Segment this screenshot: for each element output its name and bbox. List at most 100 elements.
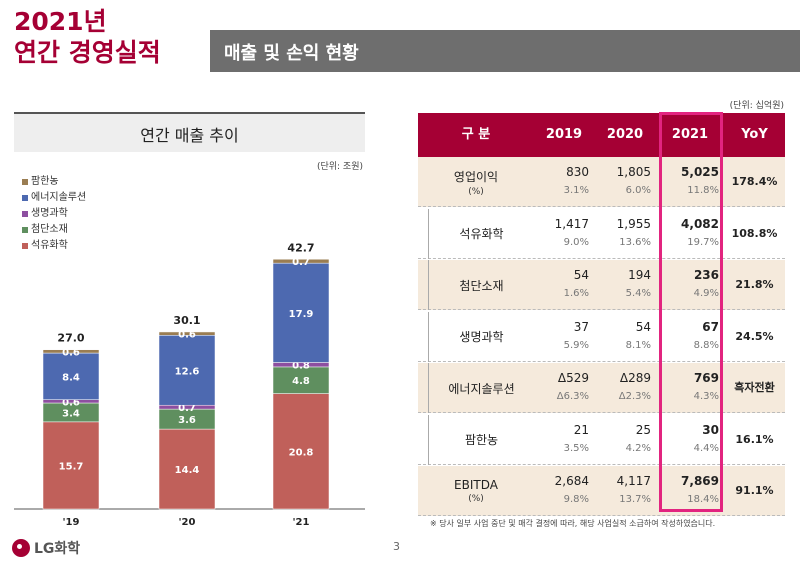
cell-margin: 13.6% [619,236,651,248]
legend-item: 첨단소재 [22,222,86,238]
cell-margin: 13.7% [619,494,651,505]
cell-value: 236 [693,268,719,282]
value-cell: Δ529 Δ6.3% [534,363,594,413]
table-row: 첨단소재 54 1.6% 194 5.4% 236 4.9% 21.8% [418,260,785,310]
header-yoy: YoY [741,127,768,142]
value-cell: 5,025 11.8% [656,157,724,207]
value-cell: 1,955 13.6% [594,209,656,259]
yoy-cell: 흑자전환 [734,381,775,394]
row-name-text: 생명과학 [459,330,504,344]
income-table: 구 분 2019 2020 2021 YoY 영업이익 (%) 830 3.1% 1,8… [418,113,785,517]
value-cell: 830 3.1% [534,157,594,207]
legend-item: 에너지솔루션 [22,190,86,206]
page-title: 2021년 연간 경영실적 [14,6,161,68]
row-name-text: 팜한농 [464,433,499,447]
subtitle-bar: 매출 및 손익 현황 [210,30,800,72]
yoy-cell: 24.5% [735,329,774,343]
cell-margin: Δ6.3% [556,391,589,402]
value-cell: 54 8.1% [594,312,656,362]
bar-value-label: 0.7 [292,257,310,268]
legend-label: 첨단소재 [31,224,68,235]
yoy-cell: 178.4% [731,175,778,188]
bar-total-label: 30.1 [173,314,200,327]
logo-text: LG화학 [34,541,81,557]
bar-value-label: 0.7 [178,403,196,414]
bar-value-label: 15.7 [59,461,84,472]
bar-value-label: 4.8 [292,376,310,387]
cell-value: 830 [566,165,589,179]
bar-value-label: 17.9 [289,309,314,320]
bar-segment [272,259,330,264]
value-cell: 236 4.9% [656,260,724,310]
cell-margin: 1.6% [563,288,589,299]
value-cell: 7,869 18.4% [656,466,724,516]
bar-value-label: 12.6 [175,366,200,377]
yoy-cell: 91.1% [735,484,774,497]
cell-margin: 4.2% [625,442,651,454]
cell-margin: Δ2.3% [618,391,651,402]
bar-value-label: 0.8 [292,361,310,372]
highlight-2021-column [659,112,723,512]
header-2020: 2020 [606,127,644,142]
bar-value-label: 0.6 [178,330,196,341]
cell-value: 1,417 [554,216,589,231]
legend-swatch [22,195,28,201]
table-row: 석유화학 1,417 9.0% 1,955 13.6% 4,082 19.7% 108.8% [418,208,785,259]
table-row: 에너지솔루션 Δ529 Δ6.3% Δ289 Δ2.3% 769 4.3% 흑자전환 [418,363,785,413]
table-header: 구 분 2019 2020 2021 YoY [418,113,785,157]
yoy-cell: 108.8% [731,226,778,240]
value-cell: 67 8.8% [656,312,724,362]
sales-chart-panel: 연간 매출 추이 (단위: 조원) 팜한농 에너지솔루션 생명과학 첨단소재 석유화학 … [14,112,365,528]
title-line-1: 2021년 [14,7,107,36]
legend-swatch [22,179,28,185]
row-name: 생명과학 [428,311,534,362]
cell-margin: 3.5% [563,442,589,454]
cell-value: 54 [573,268,589,282]
row-name-text: 석유화학 [459,227,504,241]
row-name: EBITDA (%) [418,466,534,516]
row-name: 팜한농 [428,414,534,465]
stacked-bar-chart: 15.73.40.68.40.627.0'1914.43.60.712.60.6… [14,241,365,528]
row-name: 에너지솔루션 [428,363,534,413]
title-line-2: 연간 경영실적 [14,38,161,67]
cell-value: 30 [702,422,719,437]
cell-margin: 4.9% [693,288,719,299]
bar-segment [158,331,216,336]
lg-logo-icon [12,539,30,557]
subtitle: 매출 및 손익 현황 [224,43,359,64]
cell-value: Δ289 [619,371,651,385]
chart-legend: 팜한농 에너지솔루션 생명과학 첨단소재 석유화학 [22,174,86,254]
cell-value: 2,684 [554,474,589,488]
table-row: 팜한농 21 3.5% 25 4.2% 30 4.4% 16.1% [418,414,785,465]
header-2019: 2019 [545,127,583,142]
legend-label: 팜한농 [31,176,59,187]
cell-value: 25 [635,422,651,437]
bar-value-label: 14.4 [175,465,200,476]
legend-label: 에너지솔루션 [31,192,87,203]
cell-value: 5,025 [681,165,719,179]
cell-margin: 4.4% [693,442,719,454]
value-cell: 21 3.5% [534,415,594,465]
cell-margin: 6.0% [625,185,651,196]
value-cell: 54 1.6% [534,260,594,310]
bar-segment [42,349,100,354]
table-row: EBITDA (%) 2,684 9.8% 4,117 13.7% 7,869 18.4% 91… [418,466,785,516]
value-cell: 4,082 19.7% [656,209,724,259]
bar-total-label: 27.0 [57,332,84,345]
bar-value-label: 3.6 [178,415,196,426]
cell-value: 1,805 [616,165,651,179]
x-tick-label: '19 [63,517,80,528]
cell-value: 21 [573,422,589,437]
cell-margin: 5.9% [563,339,589,351]
row-name-sub: (%) [468,494,484,504]
bar-value-label: 20.8 [289,447,314,458]
row-name: 영업이익 (%) [418,157,534,207]
cell-value: 37 [573,319,589,334]
chart-unit: (단위: 조원) [316,162,363,172]
yoy-cell: 16.1% [735,432,774,446]
bar-segment [42,421,100,510]
legend-item: 석유화학 [22,238,86,254]
bar-total-label: 42.7 [287,241,314,254]
cell-margin: 8.8% [693,339,719,351]
bar-value-label: 8.4 [62,372,80,383]
